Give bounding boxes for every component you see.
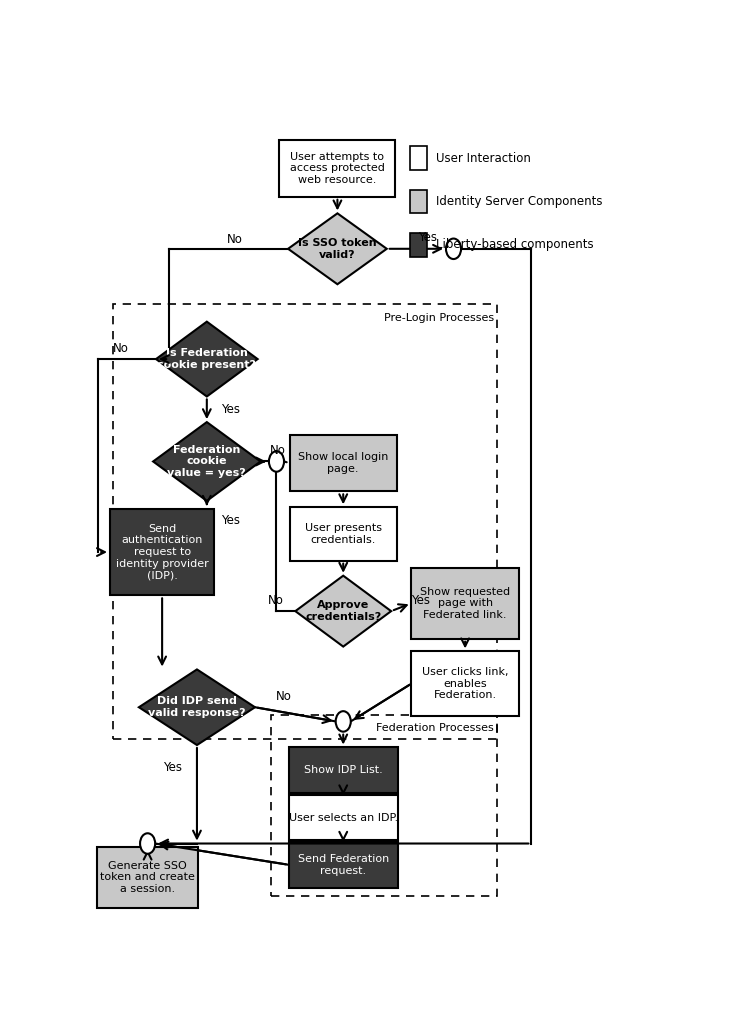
Bar (410, 189, 428, 214)
Text: Send
authentication
request to
identity provider
(IDP).: Send authentication request to identity … (116, 524, 208, 580)
Text: Federation Processes: Federation Processes (377, 723, 494, 733)
Text: Yes: Yes (222, 403, 240, 415)
Text: Generate SSO
token and create
a session.: Generate SSO token and create a session. (100, 860, 195, 894)
Text: Yes: Yes (410, 593, 430, 607)
Text: Show local login
page.: Show local login page. (298, 452, 389, 474)
Bar (288, 842, 398, 888)
Circle shape (446, 238, 461, 259)
Text: User Interaction: User Interaction (436, 151, 531, 165)
Text: Identity Server Components: Identity Server Components (436, 195, 603, 208)
Circle shape (140, 834, 155, 854)
Polygon shape (295, 576, 391, 647)
Text: No: No (276, 690, 292, 703)
Bar (270, 715, 497, 896)
Text: Show requested
page with
Federated link.: Show requested page with Federated link. (420, 586, 510, 620)
Bar (411, 652, 519, 716)
Text: Send Federation
request.: Send Federation request. (297, 854, 389, 876)
Text: Yes: Yes (418, 231, 437, 244)
Text: User attempts to
access protected
web resource.: User attempts to access protected web re… (290, 151, 385, 185)
Circle shape (269, 451, 284, 472)
Bar (410, 146, 428, 170)
Text: No: No (226, 233, 243, 246)
Polygon shape (156, 321, 258, 397)
Text: Federation
cookie
value = yes?: Federation cookie value = yes? (168, 445, 246, 478)
Bar (110, 508, 214, 595)
Text: User presents
credentials.: User presents credentials. (305, 523, 382, 544)
Text: User clicks link,
enables
Federation.: User clicks link, enables Federation. (422, 667, 509, 700)
Bar (290, 507, 397, 561)
Text: No: No (268, 593, 284, 607)
Bar (411, 568, 519, 638)
Text: User selects an IDP.: User selects an IDP. (288, 812, 398, 822)
Bar (288, 796, 398, 840)
Text: Yes: Yes (163, 761, 183, 773)
Bar (97, 847, 198, 908)
Polygon shape (153, 422, 261, 501)
Text: Did IDP send
valid response?: Did IDP send valid response? (148, 697, 246, 718)
Text: Liberty-based components: Liberty-based components (436, 238, 594, 252)
Bar (113, 304, 497, 739)
Polygon shape (288, 214, 386, 284)
Text: Pre-Login Processes: Pre-Login Processes (384, 313, 494, 323)
Text: No: No (113, 342, 129, 355)
Bar (410, 233, 428, 257)
Circle shape (336, 711, 351, 731)
Bar (288, 748, 398, 793)
Text: Approve
credentials?: Approve credentials? (305, 601, 381, 622)
Text: Is Federation
cookie present?: Is Federation cookie present? (157, 348, 256, 370)
Text: Yes: Yes (222, 514, 240, 527)
Polygon shape (139, 669, 255, 745)
Bar (290, 435, 397, 491)
Text: Is SSO token
valid?: Is SSO token valid? (298, 238, 377, 260)
Bar (279, 140, 395, 196)
Text: Show IDP List.: Show IDP List. (304, 765, 383, 775)
Text: No: No (270, 444, 286, 457)
